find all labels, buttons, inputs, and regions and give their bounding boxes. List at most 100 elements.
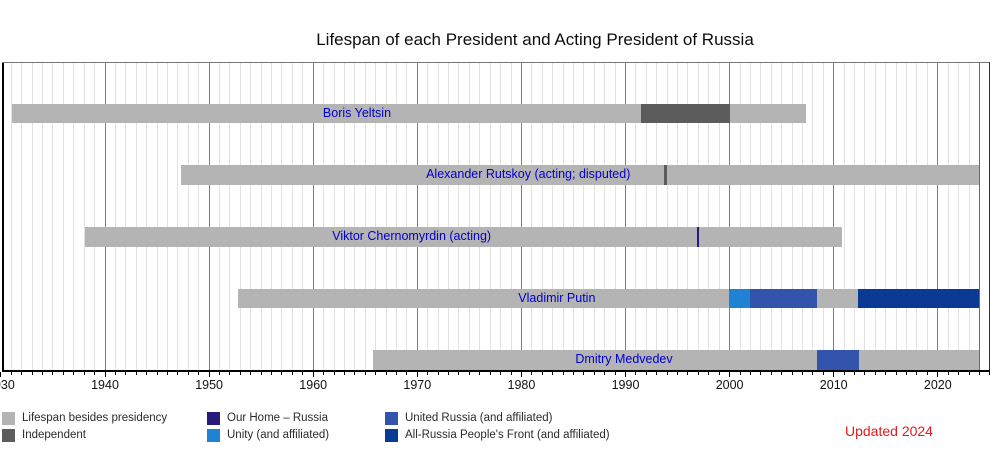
minor-tick: [531, 371, 533, 375]
year-gridline: [448, 62, 450, 370]
year-gridline: [468, 62, 470, 370]
decade-gridline: [625, 62, 627, 370]
minor-tick: [677, 371, 679, 375]
minor-tick: [843, 371, 845, 375]
bar-segment-unity: [729, 288, 751, 308]
minor-tick: [739, 371, 741, 375]
minor-tick: [42, 371, 44, 375]
minor-tick: [281, 371, 283, 375]
year-gridline: [791, 62, 793, 370]
year-gridline: [749, 62, 751, 370]
year-gridline: [583, 62, 585, 370]
minor-tick: [791, 371, 793, 375]
year-gridline: [687, 62, 689, 370]
top-spine: [2, 61, 990, 63]
minor-tick: [343, 371, 345, 375]
minor-tick: [968, 371, 970, 375]
minor-tick: [874, 371, 876, 375]
year-gridline: [541, 62, 543, 370]
minor-tick: [854, 371, 856, 375]
bar-track: [12, 103, 806, 123]
minor-tick: [177, 371, 179, 375]
x-tick-label: 1980: [507, 378, 536, 392]
year-gridline: [271, 62, 273, 370]
minor-tick: [385, 371, 387, 375]
bar-track: [85, 227, 843, 247]
year-gridline: [229, 62, 231, 370]
minor-tick: [114, 371, 116, 375]
x-tick-label: 1950: [195, 378, 224, 392]
minor-tick: [989, 371, 991, 375]
minor-tick: [822, 371, 824, 375]
bar-segment-united_russia: [816, 350, 859, 370]
minor-tick: [687, 371, 689, 375]
year-gridline: [666, 62, 668, 370]
decade-gridline: [208, 62, 210, 370]
year-gridline: [343, 62, 345, 370]
minor-tick: [801, 371, 803, 375]
year-gridline: [801, 62, 803, 370]
minor-tick: [906, 371, 908, 375]
minor-tick: [354, 371, 356, 375]
minor-tick: [645, 371, 647, 375]
minor-tick: [458, 371, 460, 375]
minor-tick: [562, 371, 564, 375]
minor-tick: [812, 371, 814, 375]
x-tick-label: 2010: [819, 378, 848, 392]
legend-item-label: Independent: [22, 429, 86, 441]
decade-gridline: [729, 62, 731, 370]
year-gridline: [114, 62, 116, 370]
year-gridline: [770, 62, 772, 370]
year-gridline: [166, 62, 168, 370]
year-gridline: [395, 62, 397, 370]
legend-swatch-united-russia: [385, 412, 398, 425]
bar-segment-independent: [641, 103, 730, 123]
legend-swatch-arpf: [385, 429, 398, 442]
minor-tick: [10, 371, 12, 375]
minor-tick: [333, 371, 335, 375]
year-gridline: [458, 62, 460, 370]
decade-gridline: [104, 62, 106, 370]
right-spine: [989, 62, 990, 370]
x-tick-label: 1990: [611, 378, 640, 392]
minor-tick: [656, 371, 658, 375]
year-gridline: [572, 62, 574, 370]
major-tick: [729, 371, 731, 377]
minor-tick: [62, 371, 64, 375]
year-gridline: [10, 62, 12, 370]
decade-gridline: [312, 62, 314, 370]
minor-tick: [219, 371, 221, 375]
year-gridline: [62, 62, 64, 370]
year-gridline: [437, 62, 439, 370]
year-gridline: [812, 62, 814, 370]
x-tick-label: 1940: [91, 378, 119, 392]
bar-label: Vladimir Putin: [518, 290, 596, 305]
minor-tick: [552, 371, 554, 375]
x-tick-label: 1930: [0, 378, 15, 392]
year-gridline: [94, 62, 96, 370]
year-gridline: [354, 62, 356, 370]
legend-swatch-lifespan: [2, 412, 15, 425]
bar-segment-independent: [664, 165, 667, 185]
year-gridline: [645, 62, 647, 370]
year-gridline: [364, 62, 366, 370]
bar-label: Boris Yeltsin: [322, 105, 392, 120]
year-gridline: [864, 62, 866, 370]
year-gridline: [52, 62, 54, 370]
major-tick: [0, 371, 2, 377]
bar-segment-arpf: [857, 288, 980, 308]
bar-segment-united_russia: [750, 288, 817, 308]
year-gridline: [531, 62, 533, 370]
decade-gridline: [520, 62, 522, 370]
legend-item: Lifespan besides presidency: [2, 412, 167, 425]
year-gridline: [406, 62, 408, 370]
minor-tick: [864, 371, 866, 375]
major-tick: [208, 371, 210, 377]
minor-tick: [448, 371, 450, 375]
minor-tick: [718, 371, 720, 375]
major-tick: [625, 371, 627, 377]
year-gridline: [760, 62, 762, 370]
year-gridline: [635, 62, 637, 370]
year-gridline: [708, 62, 710, 370]
